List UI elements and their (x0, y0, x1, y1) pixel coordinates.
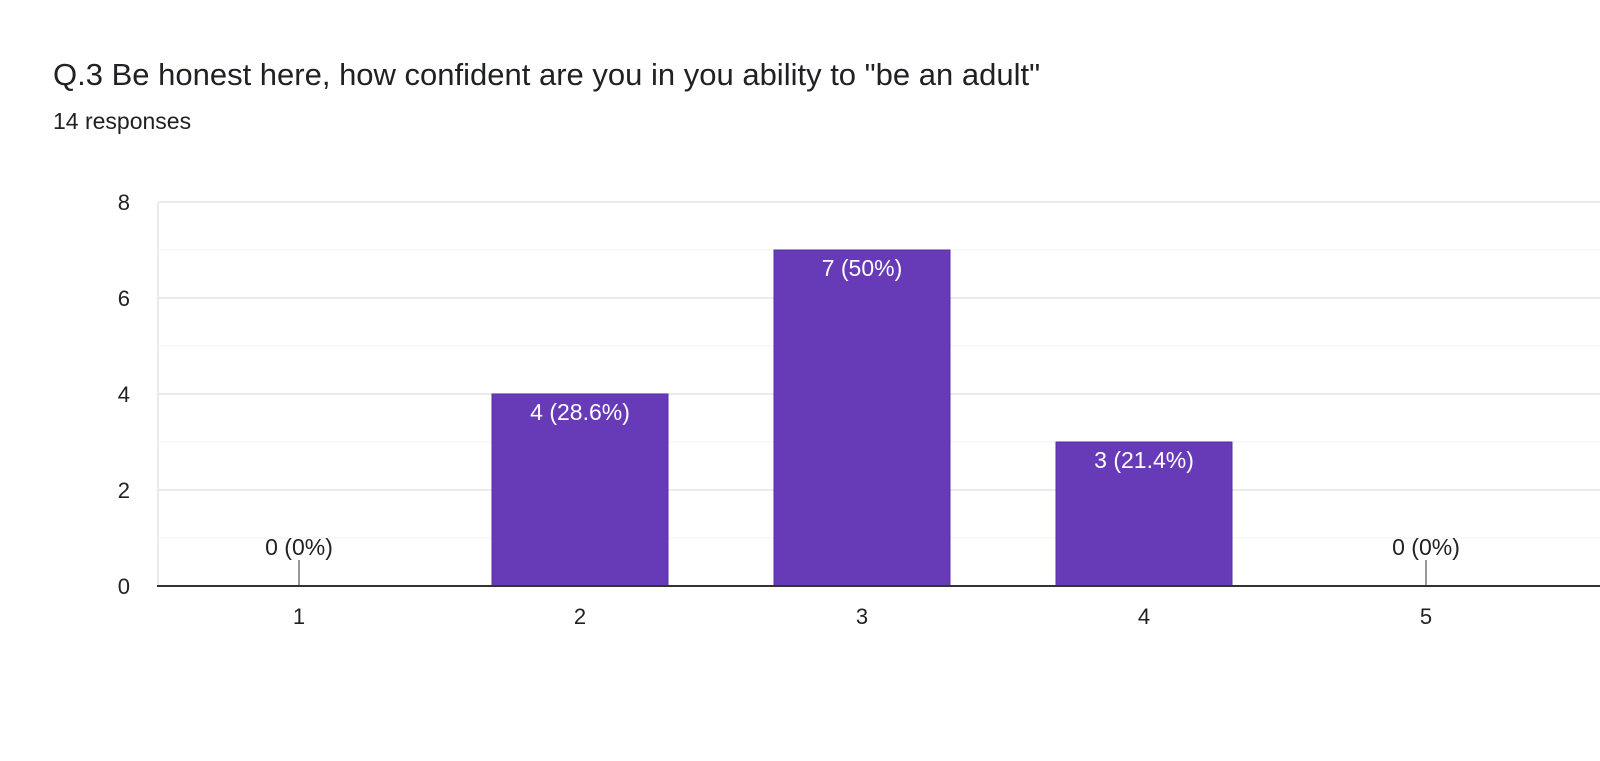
data-label-5: 0 (0%) (1392, 534, 1460, 560)
y-tick-label: 0 (118, 574, 130, 599)
x-axis-ticks: 1 2 3 4 5 (293, 604, 1432, 629)
bars (298, 249, 1427, 587)
y-tick-label: 4 (118, 382, 130, 407)
bar-2[interactable] (491, 393, 669, 587)
response-count: 14 responses (53, 108, 192, 134)
y-tick-label: 8 (118, 190, 130, 215)
data-label-4: 3 (21.4%) (1094, 447, 1194, 473)
x-tick-label: 5 (1420, 604, 1432, 629)
data-label-3: 7 (50%) (822, 255, 903, 281)
question-title: Q.3 Be honest here, how confident are yo… (53, 57, 1041, 92)
data-labels: 0 (0%) 4 (28.6%) 7 (50%) 3 (21.4%) 0 (0%) (265, 255, 1460, 560)
x-tick-label: 2 (574, 604, 586, 629)
x-tick-label: 1 (293, 604, 305, 629)
y-tick-label: 6 (118, 286, 130, 311)
y-tick-label: 2 (118, 478, 130, 503)
x-tick-label: 4 (1138, 604, 1150, 629)
data-label-2: 4 (28.6%) (530, 399, 630, 425)
bar-3[interactable] (773, 249, 951, 587)
y-axis-ticks: 0 2 4 6 8 (118, 190, 130, 599)
x-tick-label: 3 (856, 604, 868, 629)
data-label-1: 0 (0%) (265, 534, 333, 560)
